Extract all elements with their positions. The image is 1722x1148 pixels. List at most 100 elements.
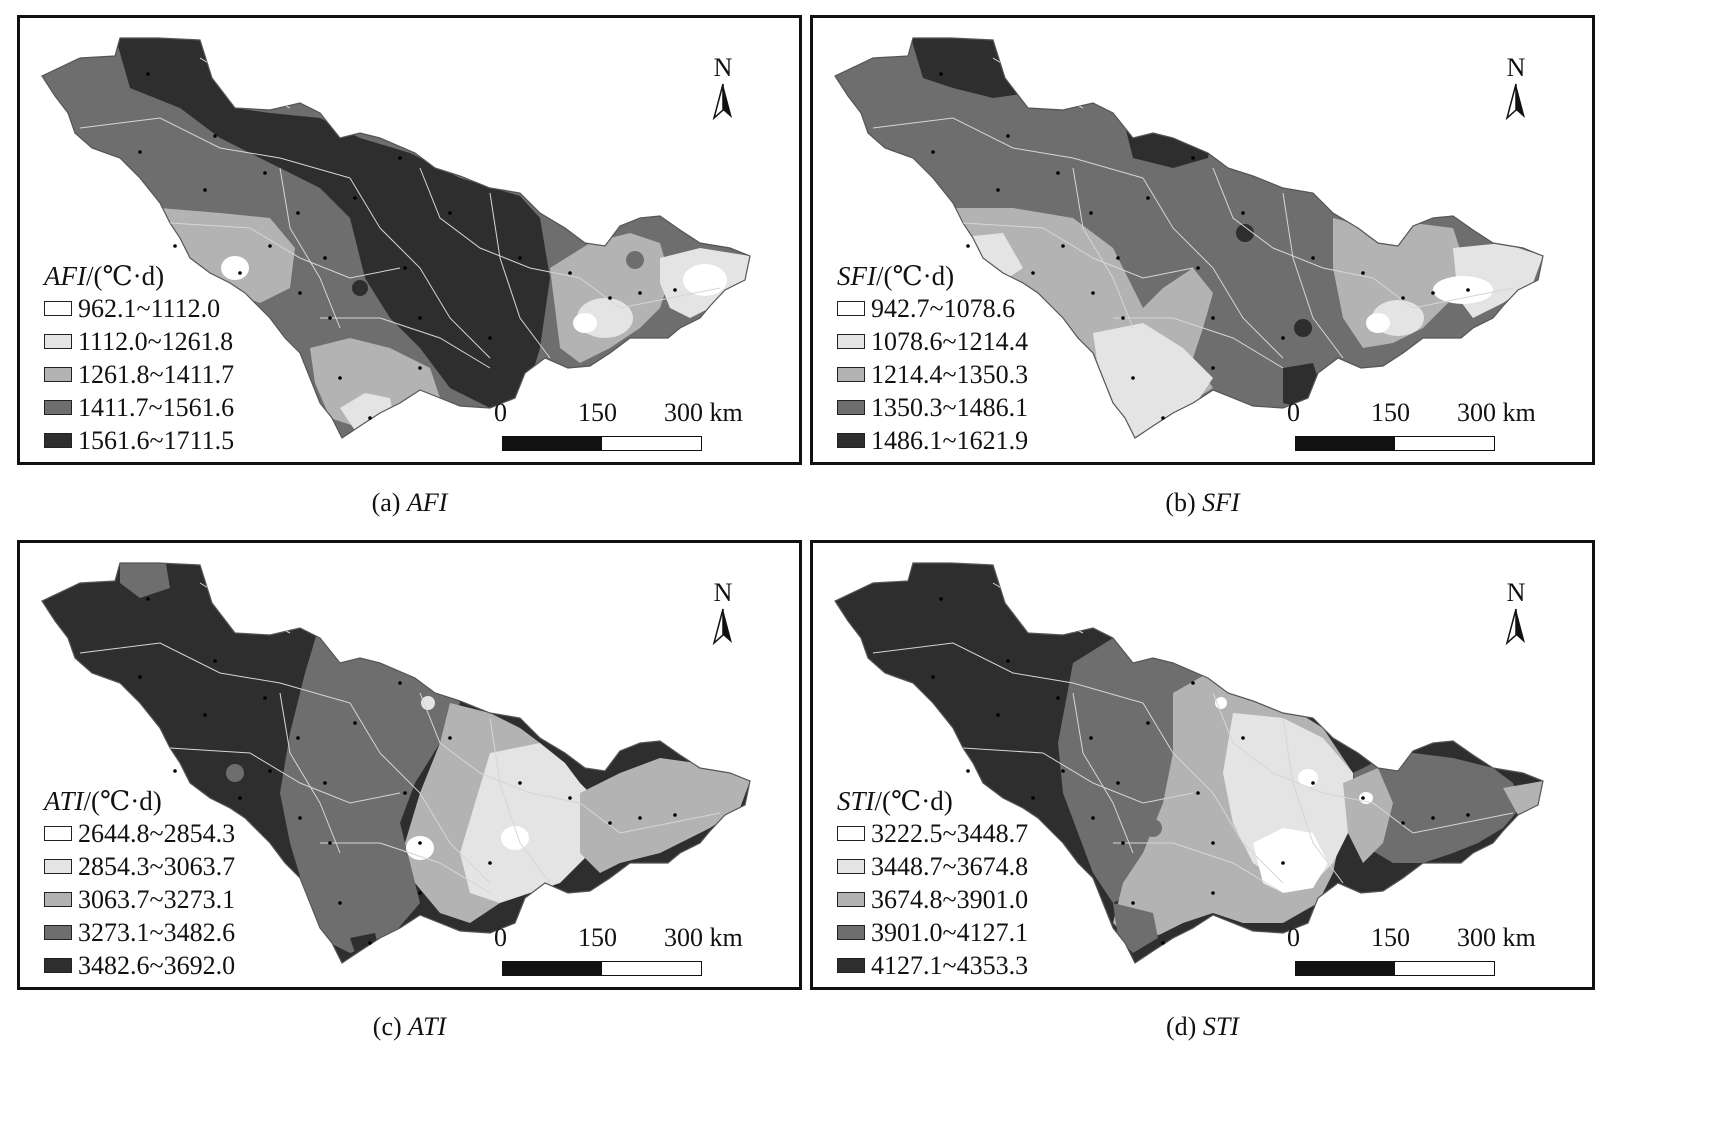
- legend-swatch: [44, 925, 72, 940]
- ati-map: [41, 562, 751, 964]
- legend-item: 2644.8~2854.3: [44, 817, 235, 850]
- scale-zero: 0: [1287, 923, 1300, 952]
- scale-bar: 0 150 300 km: [490, 923, 743, 983]
- legend-swatch: [44, 892, 72, 907]
- north-arrow: N: [703, 579, 743, 652]
- legend-item: 3063.7~3273.1: [44, 883, 235, 916]
- map-panel-afi: AFI/(℃·d) 962.1~1112.0 1112.0~1261.8 126…: [17, 15, 802, 465]
- legend: AFI/(℃·d) 962.1~1112.0 1112.0~1261.8 126…: [44, 260, 234, 457]
- map-panel-sti: STI/(℃·d) 3222.5~3448.7 3448.7~3674.8 36…: [810, 540, 1595, 990]
- legend-swatch: [44, 826, 72, 841]
- map-panel-ati: ATI/(℃·d) 2644.8~2854.3 2854.3~3063.7 30…: [17, 540, 802, 990]
- scale-bar-graphic: [502, 961, 702, 976]
- scale-zero: 0: [494, 398, 507, 427]
- legend-title: AFI/(℃·d): [44, 260, 234, 292]
- legend-label: 1350.3~1486.1: [871, 392, 1029, 422]
- legend-label: 1411.7~1561.6: [78, 392, 235, 422]
- legend-item: 1486.1~1621.9: [837, 424, 1028, 457]
- legend-item: 1350.3~1486.1: [837, 391, 1028, 424]
- legend-swatch: [44, 301, 72, 316]
- legend-label: 1112.0~1261.8: [78, 326, 234, 356]
- caption-d: (d) STI: [1166, 1012, 1239, 1041]
- north-arrow-icon: [712, 608, 732, 646]
- sfi-map: [834, 37, 1544, 439]
- legend-label: 4127.1~4353.3: [871, 950, 1029, 980]
- north-arrow: N: [1496, 54, 1536, 127]
- scale-max: 300 km: [1457, 923, 1536, 952]
- legend-swatch: [837, 367, 865, 382]
- legend-item: 1112.0~1261.8: [44, 325, 234, 358]
- north-arrow-icon: [1505, 83, 1525, 121]
- legend-index: STI: [837, 786, 875, 816]
- legend-item: 3273.1~3482.6: [44, 916, 235, 949]
- legend-item: 1078.6~1214.4: [837, 325, 1028, 358]
- scale-max: 300 km: [1457, 398, 1536, 427]
- map-panel-sfi: SFI/(℃·d) 942.7~1078.6 1078.6~1214.4 121…: [810, 15, 1595, 465]
- legend-label: 962.1~1112.0: [78, 293, 221, 323]
- north-arrow: N: [703, 54, 743, 127]
- legend-swatch: [44, 958, 72, 973]
- legend-label: 2644.8~2854.3: [78, 818, 236, 848]
- legend: ATI/(℃·d) 2644.8~2854.3 2854.3~3063.7 30…: [44, 785, 235, 982]
- legend-unit: /(℃·d): [875, 261, 955, 291]
- legend-swatch: [837, 826, 865, 841]
- legend-label: 1561.6~1711.5: [78, 425, 235, 455]
- legend-index: AFI: [44, 261, 86, 291]
- legend-swatch: [837, 334, 865, 349]
- scale-bar: 0 150 300 km: [1283, 923, 1536, 983]
- legend-swatch: [837, 433, 865, 448]
- legend-label: 3482.6~3692.0: [78, 950, 236, 980]
- legend-label: 3674.8~3901.0: [871, 884, 1029, 914]
- legend-item: 3482.6~3692.0: [44, 949, 235, 982]
- legend-item: 942.7~1078.6: [837, 292, 1028, 325]
- caption-c: (c) ATI: [372, 1012, 447, 1041]
- legend: SFI/(℃·d) 942.7~1078.6 1078.6~1214.4 121…: [837, 260, 1028, 457]
- legend-swatch: [837, 859, 865, 874]
- scale-bar-graphic: [502, 436, 702, 451]
- legend-label: 1078.6~1214.4: [871, 326, 1029, 356]
- scale-zero: 0: [494, 923, 507, 952]
- afi-map: [41, 37, 751, 439]
- legend-label: 3063.7~3273.1: [78, 884, 236, 914]
- legend-item: 1561.6~1711.5: [44, 424, 234, 457]
- scale-bar-graphic: [1295, 436, 1495, 451]
- legend-title: STI/(℃·d): [837, 785, 1028, 817]
- caption-b: (b) SFI: [1165, 488, 1240, 517]
- scale-mid: 150: [578, 923, 617, 952]
- scale-max: 300 km: [664, 923, 743, 952]
- legend-label: 3901.0~4127.1: [871, 917, 1029, 947]
- legend-title: ATI/(℃·d): [44, 785, 235, 817]
- legend: STI/(℃·d) 3222.5~3448.7 3448.7~3674.8 36…: [837, 785, 1028, 982]
- legend-index: SFI: [837, 261, 876, 291]
- legend-item: 4127.1~4353.3: [837, 949, 1028, 982]
- legend-label: 3222.5~3448.7: [871, 818, 1029, 848]
- legend-item: 1214.4~1350.3: [837, 358, 1028, 391]
- north-arrow: N: [1496, 579, 1536, 652]
- legend-swatch: [44, 859, 72, 874]
- scale-mid: 150: [1371, 923, 1410, 952]
- north-label: N: [1506, 578, 1526, 607]
- north-arrow-icon: [1505, 608, 1525, 646]
- scale-bar: 0 150 300 km: [490, 398, 743, 458]
- legend-swatch: [837, 892, 865, 907]
- legend-label: 3273.1~3482.6: [78, 917, 236, 947]
- legend-item: 2854.3~3063.7: [44, 850, 235, 883]
- legend-label: 3448.7~3674.8: [871, 851, 1029, 881]
- north-label: N: [713, 578, 733, 607]
- scale-mid: 150: [578, 398, 617, 427]
- legend-label: 1214.4~1350.3: [871, 359, 1029, 389]
- legend-item: 962.1~1112.0: [44, 292, 234, 325]
- legend-item: 3901.0~4127.1: [837, 916, 1028, 949]
- scale-mid: 150: [1371, 398, 1410, 427]
- legend-index: ATI: [44, 786, 84, 816]
- legend-label: 2854.3~3063.7: [78, 851, 236, 881]
- scale-max: 300 km: [664, 398, 743, 427]
- north-label: N: [713, 53, 733, 82]
- legend-unit: /(℃·d): [874, 786, 953, 816]
- legend-item: 3674.8~3901.0: [837, 883, 1028, 916]
- legend-swatch: [837, 301, 865, 316]
- legend-swatch: [837, 400, 865, 415]
- legend-swatch: [44, 367, 72, 382]
- legend-label: 1486.1~1621.9: [871, 425, 1029, 455]
- legend-swatch: [44, 433, 72, 448]
